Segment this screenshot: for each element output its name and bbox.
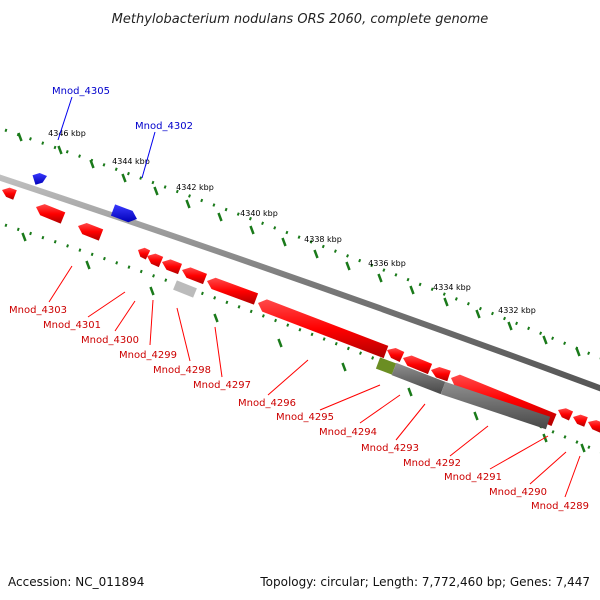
gene-label-mnod-4294[interactable]: Mnod_4294: [319, 427, 377, 438]
scale-minor-tick: [89, 159, 95, 169]
scale-minor-tick: [409, 285, 415, 295]
gene-label-mnod-4290[interactable]: Mnod_4290: [489, 487, 547, 498]
scale-tick-label: 4338 kbp: [304, 235, 342, 244]
leader-line-mnod-4302: [141, 131, 156, 179]
genome-summary-text: Topology: circular; Length: 7,772,460 bp…: [259, 575, 590, 589]
scale-tick-mark: [507, 321, 513, 331]
leader-line-mnod-4300: [114, 300, 136, 332]
leader-line-mnod-4298: [176, 307, 191, 362]
gene-arrow-left-edge: [2, 187, 17, 200]
gene-label-mnod-4292[interactable]: Mnod_4292: [403, 458, 461, 469]
gene-arrow-mnod-4299: [147, 253, 164, 268]
leader-line-mnod-4292: [449, 425, 489, 457]
gene-label-mnod-4301[interactable]: Mnod_4301: [43, 320, 101, 331]
gene-arrow-mnod-4294: [403, 355, 433, 375]
scale-tick-label: 4340 kbp: [240, 209, 278, 218]
scale-minor-tick: [345, 261, 351, 271]
scale-minor-tick: [475, 309, 481, 319]
scale-inner-tick: [149, 286, 155, 296]
scale-ticks: 4346 kbp 4344 kbp 4342 kbp 4340 kbp 4338 kbp…: [17, 129, 586, 453]
gene-arrow-mnod-4301: [78, 223, 104, 241]
scale-inner-tick: [580, 443, 586, 453]
gene-label-mnod-4289[interactable]: Mnod_4289: [531, 501, 589, 512]
scale-minor-tick: [153, 186, 159, 196]
leader-line-mnod-4296: [267, 359, 309, 396]
leader-line-mnod-4293: [395, 403, 426, 441]
leader-line-mnod-4301: [87, 291, 126, 318]
accession-text: Accession: NC_011894: [8, 575, 144, 589]
scale-minor-tick: [542, 335, 548, 345]
gene-arrow-mnod-4303: [36, 204, 66, 224]
feature-gray-2: [440, 381, 551, 430]
leader-line-mnod-4291: [489, 435, 549, 470]
scale-tick-label: 4344 kbp: [112, 157, 150, 166]
scale-tick-label: 4346 kbp: [48, 129, 86, 138]
scale-tick-mark: [185, 199, 191, 209]
leader-line-mnod-4305: [57, 96, 73, 141]
gene-label-mnod-4291[interactable]: Mnod_4291: [444, 472, 502, 483]
feature-gray-1: [391, 362, 446, 395]
leader-line-mnod-4289: [564, 455, 581, 498]
gene-label-mnod-4293[interactable]: Mnod_4293: [361, 443, 419, 454]
scale-tick-mark: [249, 225, 255, 235]
gene-arrow-mnod-4302: [110, 204, 137, 223]
scale-inner-tick: [277, 338, 283, 348]
gene-arrow-mnod-4300: [138, 247, 151, 260]
leader-line-mnod-4299: [149, 299, 154, 346]
scale-tick-label: 4334 kbp: [433, 283, 471, 292]
gene-features: [2, 173, 600, 433]
scale-minor-tick: [575, 347, 581, 357]
scale-tick-mark: [377, 273, 383, 283]
scale-tick-label: 4336 kbp: [368, 259, 406, 268]
gene-label-mnod-4305[interactable]: Mnod_4305: [52, 86, 110, 97]
scale-minor-tick: [217, 212, 223, 222]
gene-arrow-mnod-4297: [182, 267, 207, 285]
gene-arrow-mnod-4296: [258, 299, 389, 359]
gene-label-mnod-4295[interactable]: Mnod_4295: [276, 412, 334, 423]
scale-track-outer: [4, 128, 600, 360]
scale-tick-mark: [443, 297, 449, 307]
leader-line-mnod-4303: [48, 265, 73, 303]
gene-arrow-mnod-4289: [588, 420, 600, 433]
scale-minor-tick: [17, 132, 23, 142]
gene-arrow-mnod-4297b: [207, 277, 259, 305]
gene-arrow-mnod-4299b: [162, 259, 182, 275]
leader-line-mnod-4295: [319, 384, 381, 411]
scale-minor-tick: [281, 237, 287, 247]
pseudogene-mnod-4298: [173, 280, 197, 298]
scale-tick-mark: [121, 173, 127, 183]
gene-label-mnod-4302[interactable]: Mnod_4302: [135, 121, 193, 132]
scale-tick-label: 4332 kbp: [498, 306, 536, 315]
scale-inner-tick: [473, 411, 479, 421]
scale-tick-mark: [313, 249, 319, 259]
gene-arrow-mnod-4290b: [573, 414, 588, 427]
scale-inner-tick: [341, 362, 347, 372]
scale-inner-tick: [85, 260, 91, 270]
gene-arrow-mnod-4295: [387, 348, 405, 362]
gene-label-mnod-4299[interactable]: Mnod_4299: [119, 350, 177, 361]
scale-inner-tick: [407, 387, 413, 397]
genome-backbone: [0, 174, 600, 392]
gene-label-mnod-4303[interactable]: Mnod_4303: [9, 305, 67, 316]
gene-arrow-mnod-4305: [32, 173, 47, 185]
gene-label-mnod-4298[interactable]: Mnod_4298: [153, 365, 211, 376]
gene-labels: Mnod_4305 Mnod_4302 Mnod_4303 Mnod_4301 Mnod…: [9, 86, 589, 512]
gene-label-mnod-4297[interactable]: Mnod_4297: [193, 380, 251, 391]
scale-inner-tick: [213, 313, 219, 323]
feature-olive: [375, 357, 397, 375]
leader-line-mnod-4294: [359, 394, 401, 424]
scale-tick-mark: [57, 145, 63, 155]
gene-label-mnod-4300[interactable]: Mnod_4300: [81, 335, 139, 346]
gene-label-mnod-4296[interactable]: Mnod_4296: [238, 398, 296, 409]
leader-line-mnod-4297: [214, 326, 223, 378]
gene-arrow-mnod-4290: [558, 408, 574, 421]
scale-inner-tick: [21, 232, 27, 242]
scale-tick-label: 4342 kbp: [176, 183, 214, 192]
leader-line-mnod-4290: [529, 451, 567, 485]
gene-arrow-mnod-4293: [431, 367, 451, 382]
map-title: Methylobacterium nodulans ORS 2060, comp…: [112, 12, 489, 27]
